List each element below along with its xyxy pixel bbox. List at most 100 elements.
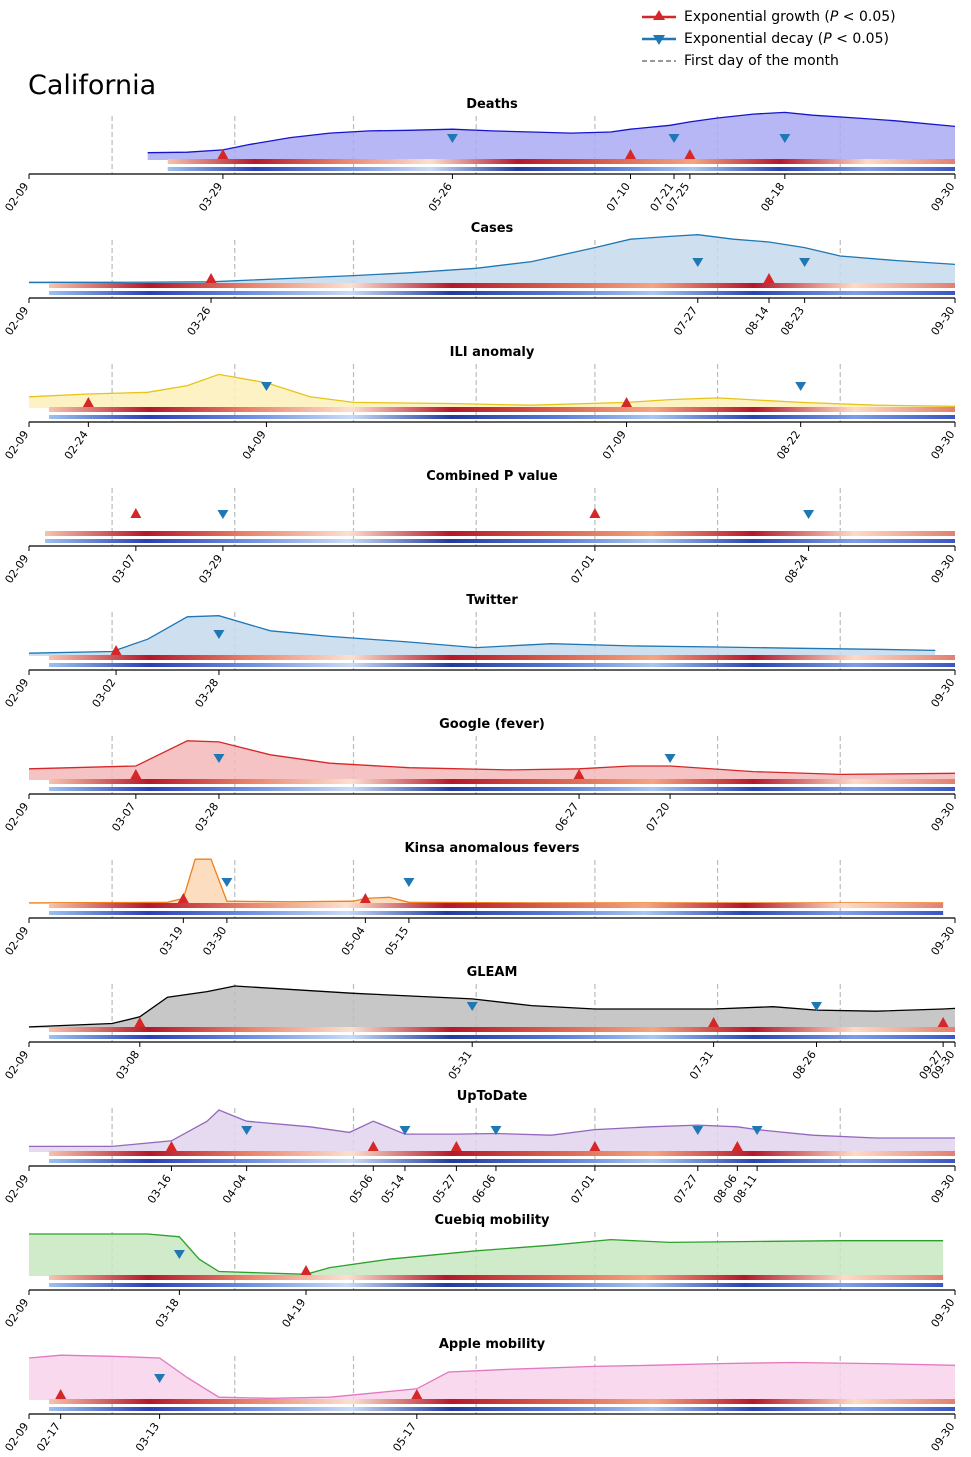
series-line xyxy=(147,111,956,154)
x-tick-label: 03-07 xyxy=(109,800,138,834)
growth-strip xyxy=(49,903,944,908)
decay-marker xyxy=(446,134,458,143)
x-tick-label: 07-10 xyxy=(604,180,633,214)
x-tick-label: 03-26 xyxy=(185,304,214,338)
decay-strip xyxy=(49,415,955,419)
x-tick-label: 09-30 xyxy=(928,1420,957,1454)
growth-marker xyxy=(573,769,585,779)
x-tick-label: 02-09 xyxy=(2,1048,31,1082)
x-tick-label: 06-06 xyxy=(469,1172,498,1206)
x-tick-label: 02-17 xyxy=(34,1420,63,1454)
decay-strip xyxy=(49,663,955,667)
legend-month: First day of the month xyxy=(642,50,896,72)
x-tick-label: 05-31 xyxy=(446,1048,475,1082)
growth-marker xyxy=(625,149,637,159)
panel-title: Apple mobility xyxy=(439,1337,546,1352)
growth-strip xyxy=(167,159,955,164)
growth-marker xyxy=(165,1141,177,1151)
legend-p-symbol: P xyxy=(823,31,832,47)
growth-marker xyxy=(110,645,122,655)
growth-marker xyxy=(763,273,775,283)
x-tick-label: 04-09 xyxy=(240,428,269,462)
series-line xyxy=(29,1233,944,1275)
growth-marker-icon xyxy=(642,10,676,20)
series-line xyxy=(29,234,956,283)
legend-p-symbol: P xyxy=(829,9,839,25)
x-tick-label: 02-09 xyxy=(2,676,31,710)
decay-marker xyxy=(260,382,272,391)
x-tick-label: 08-24 xyxy=(782,552,811,586)
legend-p-condition: < 0.05 xyxy=(842,9,891,25)
decay-marker xyxy=(241,1126,253,1135)
growth-strip xyxy=(49,407,955,412)
x-tick-label: 03-07 xyxy=(109,552,138,586)
decay-strip xyxy=(49,911,944,915)
x-tick-label: 07-20 xyxy=(644,800,673,834)
series-area xyxy=(29,859,944,904)
x-tick-label: 03-08 xyxy=(113,1048,142,1082)
x-tick-label: 02-09 xyxy=(2,1296,31,1330)
growth-marker xyxy=(708,1017,720,1027)
series-area xyxy=(147,112,955,160)
growth-marker xyxy=(205,273,217,283)
series-area xyxy=(29,986,955,1028)
legend-growth: Exponential growth (P < 0.05) xyxy=(642,6,896,28)
x-tick-label: 02-09 xyxy=(2,428,31,462)
series-line xyxy=(28,740,956,776)
x-tick-label: 07-01 xyxy=(568,1172,597,1206)
growth-strip xyxy=(45,531,955,536)
growth-marker xyxy=(621,397,633,407)
decay-marker xyxy=(751,1126,763,1135)
decay-marker xyxy=(490,1126,502,1135)
decay-strip xyxy=(49,291,955,295)
panel-title: Cases xyxy=(471,221,514,236)
x-tick-label: 02-09 xyxy=(2,1420,31,1454)
x-tick-label: 05-15 xyxy=(382,924,411,958)
x-tick-label: 03-30 xyxy=(200,924,229,958)
x-tick-label: 07-27 xyxy=(671,304,700,338)
decay-strip xyxy=(45,539,955,543)
growth-marker xyxy=(731,1141,743,1151)
series-area xyxy=(29,234,955,284)
legend-decay-label: Exponential decay xyxy=(684,31,814,47)
x-tick-label: 02-09 xyxy=(2,552,31,586)
growth-marker xyxy=(359,893,371,903)
x-tick-label: 04-04 xyxy=(220,1172,249,1206)
x-tick-label: 03-19 xyxy=(157,924,186,958)
x-tick-label: 04-19 xyxy=(279,1296,308,1330)
x-tick-label: 05-26 xyxy=(426,180,455,214)
x-tick-label: 08-26 xyxy=(790,1048,819,1082)
x-tick-label: 05-14 xyxy=(378,1172,407,1206)
x-tick-label: 09-30 xyxy=(928,552,957,586)
x-tick-label: 09-30 xyxy=(928,676,957,710)
decay-strip xyxy=(167,167,955,171)
series-line xyxy=(28,615,936,654)
dashed-line-icon xyxy=(642,60,676,62)
decay-marker xyxy=(154,1374,166,1383)
decay-marker xyxy=(664,754,676,763)
x-tick-label: 09-30 xyxy=(928,1296,957,1330)
decay-strip xyxy=(49,787,955,791)
growth-marker xyxy=(177,893,189,903)
growth-marker xyxy=(589,1141,601,1151)
legend: Exponential growth (P < 0.05) Exponentia… xyxy=(642,6,896,72)
decay-marker xyxy=(803,510,815,519)
decay-strip xyxy=(49,1407,955,1411)
decay-marker xyxy=(692,258,704,267)
x-tick-label: 08-14 xyxy=(742,304,771,338)
region-title: California xyxy=(28,70,157,101)
panel-title: GLEAM xyxy=(467,965,518,980)
x-tick-label: 03-18 xyxy=(153,1296,182,1330)
growth-marker xyxy=(937,1017,949,1027)
x-tick-label: 09-30 xyxy=(928,180,957,214)
decay-marker-icon xyxy=(642,35,676,45)
decay-marker xyxy=(692,1126,704,1135)
panel-title: ILI anomaly xyxy=(450,345,535,360)
panel-title: Twitter xyxy=(466,593,518,608)
growth-marker xyxy=(367,1141,379,1151)
growth-marker xyxy=(55,1389,67,1399)
series-line xyxy=(28,373,956,407)
growth-marker xyxy=(217,149,229,159)
x-tick-label: 05-04 xyxy=(339,924,368,958)
growth-strip xyxy=(49,1275,944,1280)
